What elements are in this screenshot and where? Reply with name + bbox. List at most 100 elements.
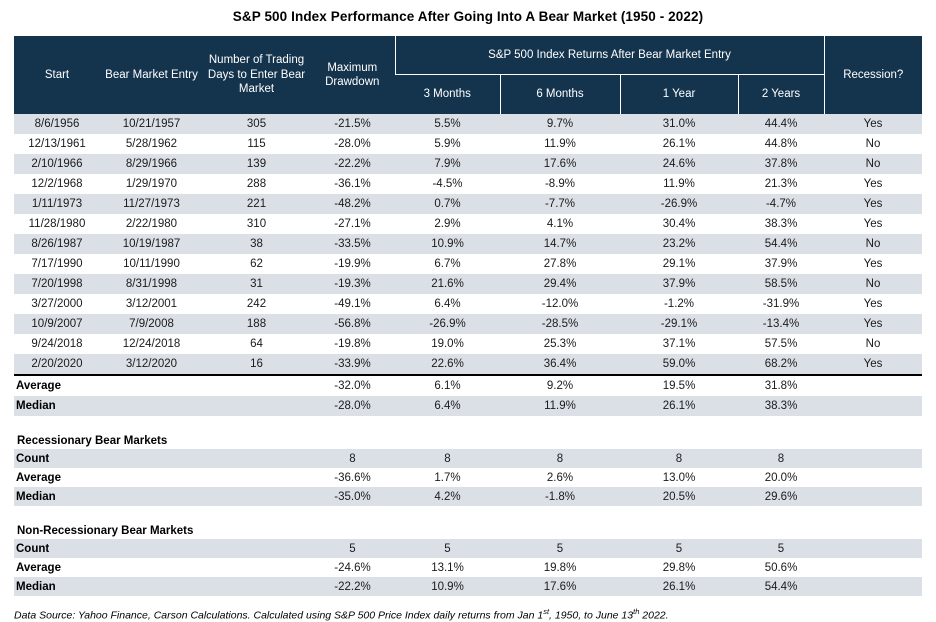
table-cell: Yes bbox=[824, 194, 922, 214]
table-cell: 8 bbox=[500, 449, 620, 468]
table-cell: -4.7% bbox=[738, 194, 824, 214]
table-cell: -7.7% bbox=[500, 194, 620, 214]
table-cell: 8 bbox=[738, 449, 824, 468]
table-cell: 12/24/2018 bbox=[122, 338, 181, 350]
table-cell: 30.4% bbox=[662, 218, 696, 230]
table-cell bbox=[203, 468, 310, 487]
table-cell: 25.3% bbox=[543, 338, 577, 350]
table-cell bbox=[824, 468, 922, 487]
table-cell: No bbox=[824, 154, 922, 174]
table-cell: -19.3% bbox=[310, 274, 395, 294]
table-row: 11/28/1980 2/22/1980 310 -27.1% 2.9% 4.1% 30.4… bbox=[14, 214, 922, 234]
table-cell: Yes bbox=[824, 314, 922, 334]
column-header-days: Number of Trading Days to Enter Bear Mar… bbox=[203, 36, 310, 114]
table-cell bbox=[203, 539, 310, 558]
table-cell: 13.1% bbox=[431, 561, 464, 574]
table-cell: 20.0% bbox=[764, 471, 798, 484]
table-cell: 310 bbox=[246, 218, 267, 230]
table-cell: -1.8% bbox=[500, 487, 620, 506]
table-cell: 9/24/2018 bbox=[31, 338, 83, 350]
table-cell bbox=[824, 487, 922, 506]
table-cell: 5 bbox=[738, 539, 824, 558]
column-header-drawdown: Maximum Drawdown bbox=[310, 36, 395, 114]
table-cell: 8/6/1956 bbox=[14, 114, 100, 134]
table-cell: 5 bbox=[620, 539, 738, 558]
table-cell: 2.6% bbox=[546, 471, 574, 484]
table-cell: 8 bbox=[395, 449, 500, 468]
table-row: 12/13/1961 5/28/1962 115 -28.0% 5.9% 11.9% 26.… bbox=[14, 134, 922, 154]
superscript: st bbox=[543, 607, 550, 616]
table-cell: 19.5% bbox=[620, 374, 738, 396]
table-cell: 8/26/1987 bbox=[14, 234, 100, 254]
table-cell: 29.4% bbox=[500, 274, 620, 294]
table-cell: 1/11/1973 bbox=[14, 194, 100, 214]
table-cell: 31 bbox=[203, 274, 310, 294]
section-count-row: Count 8 8 8 8 8 bbox=[14, 449, 922, 468]
table-cell: 11.9% bbox=[663, 178, 695, 190]
section-heading: Non-Recessionary Bear Markets bbox=[14, 523, 922, 539]
table-cell: 11.9% bbox=[500, 396, 620, 416]
table-cell: 57.5% bbox=[764, 338, 798, 350]
column-header-entry: Bear Market Entry bbox=[100, 36, 203, 114]
table-cell: 38.3% bbox=[764, 218, 798, 230]
table-cell: -22.2% bbox=[310, 577, 395, 596]
table-cell: 10/9/2007 bbox=[14, 314, 100, 334]
table-cell: 2/10/1966 bbox=[14, 154, 100, 174]
table-cell: 11/28/1980 bbox=[28, 218, 86, 230]
table-row: 8/6/1956 10/21/1957 305 -21.5% 5.5% 9.7% 31.0%… bbox=[14, 114, 922, 134]
column-header-6months: 6 Months bbox=[499, 74, 620, 114]
header-row-group: Start Bear Market Entry Number of Tradin… bbox=[14, 36, 922, 114]
table-cell: 3/12/2001 bbox=[125, 298, 178, 310]
table-cell: 2/20/2020 bbox=[14, 354, 100, 375]
table-cell: -13.4% bbox=[738, 314, 824, 334]
table-cell bbox=[203, 577, 310, 596]
column-header-start: Start bbox=[14, 36, 100, 114]
table-cell: 10.9% bbox=[395, 234, 500, 254]
table-cell: 37.9% bbox=[764, 258, 798, 270]
section-median-row: Median -22.2% 10.9% 17.6% 26.1% 54.4% bbox=[14, 577, 922, 596]
table-cell bbox=[824, 577, 922, 596]
row-label: Average bbox=[14, 374, 100, 396]
table-cell: 7.9% bbox=[395, 154, 500, 174]
table-cell bbox=[824, 374, 922, 396]
table-cell bbox=[100, 539, 203, 558]
table-row: 9/24/2018 12/24/2018 64 -19.8% 19.0% 25.3% 37.… bbox=[14, 334, 922, 354]
row-label: Count bbox=[14, 539, 100, 558]
table-cell: 26.1% bbox=[620, 577, 738, 596]
table-cell: 14.7% bbox=[500, 234, 620, 254]
data-source-note: Data Source: Yahoo Finance, Carson Calcu… bbox=[14, 607, 669, 622]
table-row: 7/20/1998 8/31/1998 31 -19.3% 21.6% 29.4% 37.9… bbox=[14, 274, 922, 294]
table-cell: 13.0% bbox=[662, 471, 696, 484]
section-heading-non-recessionary: Non-Recessionary Bear Markets bbox=[14, 523, 922, 539]
table-cell: 4.2% bbox=[395, 487, 500, 506]
table-cell bbox=[824, 539, 922, 558]
table-cell: 50.6% bbox=[764, 561, 798, 574]
table-cell bbox=[824, 396, 922, 416]
table-cell: 64 bbox=[250, 338, 263, 350]
page-title: S&P 500 Index Performance After Going In… bbox=[232, 9, 704, 24]
table-cell: 27.8% bbox=[543, 258, 577, 270]
table-cell: No bbox=[824, 234, 922, 254]
table-cell: -8.9% bbox=[544, 178, 576, 190]
table-cell: Yes bbox=[863, 178, 883, 190]
table-cell: 26.1% bbox=[620, 396, 738, 416]
table-cell: -22.2% bbox=[310, 154, 395, 174]
table-cell: 3/12/2020 bbox=[100, 354, 203, 375]
table-cell: 38.3% bbox=[738, 396, 824, 416]
column-header-2years: 2 Years bbox=[737, 74, 824, 114]
table-cell: 44.8% bbox=[764, 138, 798, 150]
summary-median-row: Median -28.0% 6.4% 11.9% 26.1% 38.3% bbox=[14, 396, 922, 416]
table-cell: 9.2% bbox=[500, 374, 620, 396]
table-row: 10/9/2007 7/9/2008 188 -56.8% -26.9% -28.5% -2… bbox=[14, 314, 922, 334]
bear-market-table: Start Bear Market Entry Number of Tradin… bbox=[14, 36, 922, 596]
table-cell: 17.6% bbox=[500, 154, 620, 174]
table-cell: 59.0% bbox=[620, 354, 738, 375]
table-cell: -49.1% bbox=[334, 298, 371, 310]
table-cell: 29.1% bbox=[662, 258, 696, 270]
table-cell: 12/13/1961 bbox=[28, 138, 86, 150]
table-cell: 8/31/1998 bbox=[100, 274, 203, 294]
table-cell: 6.4% bbox=[395, 396, 500, 416]
table-cell: 5/28/1962 bbox=[125, 138, 178, 150]
table-cell: 19.8% bbox=[543, 561, 577, 574]
table-cell: 22.6% bbox=[395, 354, 500, 375]
